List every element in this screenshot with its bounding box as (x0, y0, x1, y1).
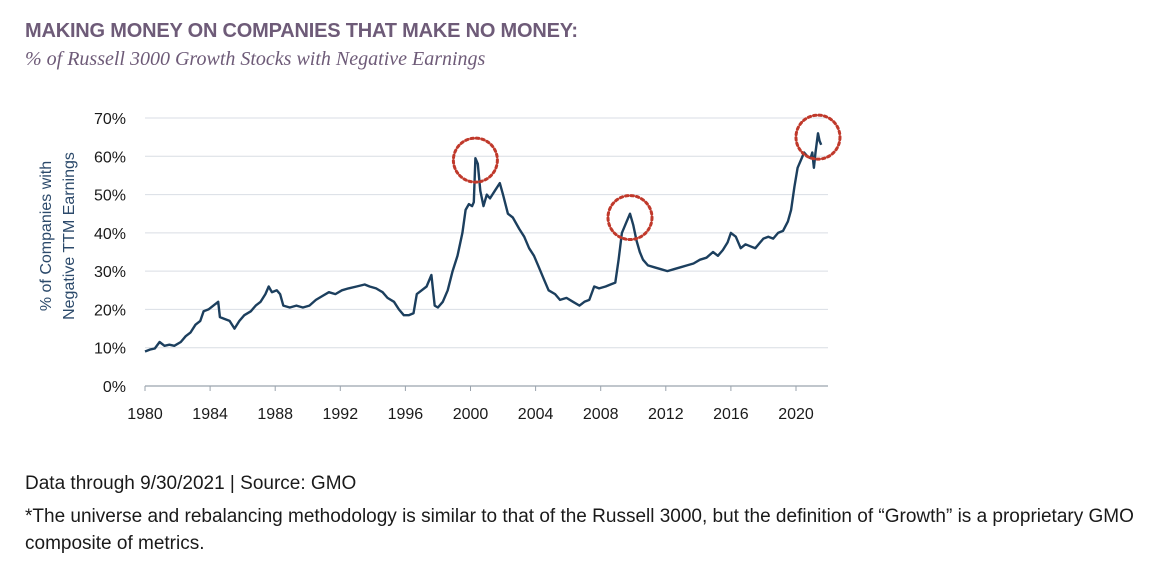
x-tick-label: 1992 (323, 406, 359, 423)
x-tick-label: 2020 (778, 406, 814, 423)
y-tick-label: 20% (94, 302, 126, 319)
x-axis-ticks: 1980 1984 1988 1992 1996 2000 2004 2008 2012 2016… (127, 386, 814, 423)
y-tick-label: 50% (94, 188, 126, 205)
y-tick-label: 60% (94, 149, 126, 166)
x-tick-label: 2000 (453, 406, 489, 423)
chart-subtitle: % of Russell 3000 Growth Stocks with Neg… (25, 48, 486, 70)
x-tick-label: 2004 (518, 406, 554, 423)
x-tick-label: 1980 (127, 406, 163, 423)
chart-title: MAKING MONEY ON COMPANIES THAT MAKE NO M… (25, 20, 578, 42)
y-axis-label-line-1: % of Companies with (38, 161, 55, 311)
y-axis-label: % of Companies with Negative TTM Earning… (38, 152, 78, 320)
y-axis-ticks: 0% 10% 20% 30% 40% 50% 60% 70% (94, 111, 126, 396)
y-tick-label: 70% (94, 111, 126, 128)
source-note: Data through 9/30/2021 | Source: GMO (25, 473, 357, 494)
y-tick-label: 10% (94, 341, 126, 358)
y-tick-label: 0% (103, 379, 126, 396)
methodology-note: *The universe and rebalancing methodolog… (25, 506, 1134, 554)
x-tick-label: 1984 (192, 406, 228, 423)
peak-highlight-circle (451, 136, 499, 184)
x-tick-label: 2016 (713, 406, 749, 423)
gridlines (145, 117, 828, 387)
y-axis-label-line-2: Negative TTM Earnings (61, 152, 78, 320)
x-tick-label: 1996 (388, 406, 424, 423)
x-tick-label: 2012 (648, 406, 684, 423)
y-tick-label: 40% (94, 226, 126, 243)
x-tick-label: 1988 (257, 406, 293, 423)
y-tick-label: 30% (94, 264, 126, 281)
peak-highlight-circle (606, 194, 654, 242)
line-chart: 0% 10% 20% 30% 40% 50% 60% 70% 1980 1984 1988 1992… (38, 111, 842, 423)
peak-highlights (451, 113, 842, 242)
series-line (144, 132, 823, 353)
peak-highlight-circle (794, 113, 842, 161)
x-tick-label: 2008 (583, 406, 619, 423)
